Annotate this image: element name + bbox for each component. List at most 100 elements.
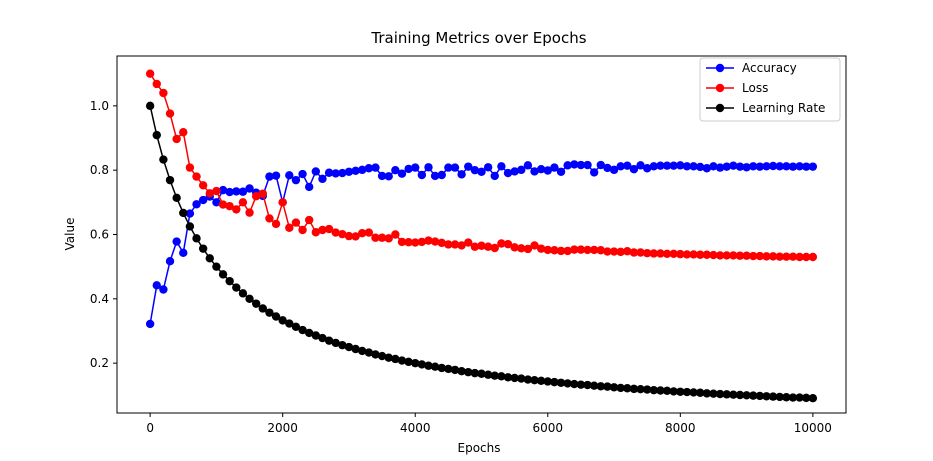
data-point-loss	[782, 252, 791, 261]
data-point-loss	[179, 128, 188, 137]
data-point-loss	[185, 163, 195, 172]
data-point-loss	[775, 252, 784, 261]
data-point-learning-rate	[517, 374, 526, 383]
data-point-loss	[729, 251, 738, 260]
data-point-accuracy	[589, 168, 599, 177]
data-point-loss	[682, 250, 692, 259]
data-point-loss	[735, 251, 745, 260]
data-point-loss	[351, 232, 360, 241]
data-point-loss	[344, 231, 354, 241]
data-point-accuracy	[563, 161, 572, 170]
data-point-loss	[503, 239, 513, 249]
data-point-loss	[536, 244, 546, 253]
data-point-learning-rate	[271, 312, 281, 321]
data-point-loss	[159, 88, 168, 98]
data-point-accuracy	[715, 163, 725, 172]
legend-label: Learning Rate	[742, 101, 825, 115]
series-loss	[145, 69, 818, 262]
data-point-accuracy	[464, 162, 473, 171]
data-point-accuracy	[411, 163, 420, 172]
data-point-accuracy	[742, 163, 751, 172]
data-point-accuracy	[483, 163, 493, 172]
data-point-learning-rate	[437, 363, 446, 373]
data-point-learning-rate	[457, 366, 466, 376]
data-point-accuracy	[517, 165, 526, 175]
data-point-accuracy	[775, 162, 784, 171]
data-point-learning-rate	[285, 319, 294, 328]
data-point-loss	[318, 225, 327, 235]
data-point-loss	[457, 241, 466, 250]
data-point-loss	[662, 249, 672, 258]
legend-item-loss: Loss	[706, 81, 768, 95]
data-point-loss	[324, 224, 334, 234]
data-point-accuracy	[430, 171, 440, 181]
data-point-loss	[642, 248, 652, 258]
x-axis-label: Epochs	[458, 441, 501, 455]
x-tick-label: 0	[146, 421, 154, 435]
data-point-learning-rate	[245, 294, 254, 304]
data-point-loss	[676, 249, 685, 259]
data-point-accuracy	[603, 163, 612, 173]
data-point-learning-rate	[450, 365, 460, 375]
data-point-learning-rate	[145, 101, 155, 111]
data-point-accuracy	[782, 162, 791, 171]
data-point-learning-rate	[576, 380, 586, 389]
data-point-accuracy	[696, 162, 705, 172]
data-point-learning-rate	[550, 377, 559, 387]
data-point-accuracy	[609, 165, 619, 175]
data-point-learning-rate	[331, 338, 340, 348]
data-point-loss	[629, 248, 639, 257]
data-point-accuracy	[689, 162, 698, 171]
data-point-learning-rate	[377, 351, 387, 361]
data-point-learning-rate	[623, 384, 632, 393]
data-point-accuracy	[596, 160, 605, 170]
data-point-learning-rate	[642, 385, 652, 394]
data-point-learning-rate	[503, 373, 513, 382]
x-tick-label: 10000	[794, 421, 832, 435]
data-point-learning-rate	[775, 392, 784, 402]
data-point-accuracy	[344, 167, 354, 176]
data-point-learning-rate	[159, 155, 168, 164]
data-point-accuracy	[616, 162, 625, 171]
data-point-loss	[696, 250, 705, 259]
legend-item-accuracy: Accuracy	[706, 61, 797, 75]
data-point-loss	[749, 251, 758, 261]
data-point-learning-rate	[411, 358, 420, 368]
data-point-loss	[444, 240, 453, 249]
data-point-accuracy	[245, 184, 254, 193]
data-point-loss	[563, 246, 572, 256]
data-point-learning-rate	[483, 370, 493, 379]
data-point-loss	[609, 247, 619, 256]
data-point-accuracy	[397, 169, 407, 178]
data-point-accuracy	[271, 171, 281, 180]
data-point-accuracy	[185, 209, 195, 218]
data-point-learning-rate	[802, 393, 811, 403]
data-point-loss	[742, 251, 751, 260]
data-point-loss	[285, 223, 294, 232]
legend-swatch-marker	[715, 63, 725, 73]
data-point-loss	[198, 181, 208, 190]
data-point-loss	[278, 198, 287, 207]
data-point-accuracy	[304, 182, 314, 192]
data-point-loss	[709, 250, 718, 260]
data-point-learning-rate	[384, 353, 393, 362]
data-point-learning-rate	[397, 356, 407, 365]
data-point-learning-rate	[523, 375, 533, 384]
data-point-learning-rate	[669, 387, 678, 396]
data-point-loss	[331, 228, 340, 237]
data-point-loss	[636, 248, 645, 257]
data-point-learning-rate	[278, 316, 287, 325]
data-point-loss	[669, 249, 678, 258]
x-tick-label: 8000	[665, 421, 696, 435]
data-point-learning-rate	[192, 234, 201, 243]
data-point-loss	[172, 134, 181, 144]
data-point-loss	[768, 252, 778, 261]
data-point-accuracy	[583, 160, 592, 170]
data-point-loss	[212, 186, 221, 196]
data-point-accuracy	[662, 161, 672, 170]
y-tick-label: 0.6	[90, 228, 109, 242]
data-point-learning-rate	[589, 381, 599, 390]
data-point-learning-rate	[444, 364, 453, 374]
data-point-loss	[152, 79, 161, 89]
data-point-loss	[755, 251, 765, 261]
